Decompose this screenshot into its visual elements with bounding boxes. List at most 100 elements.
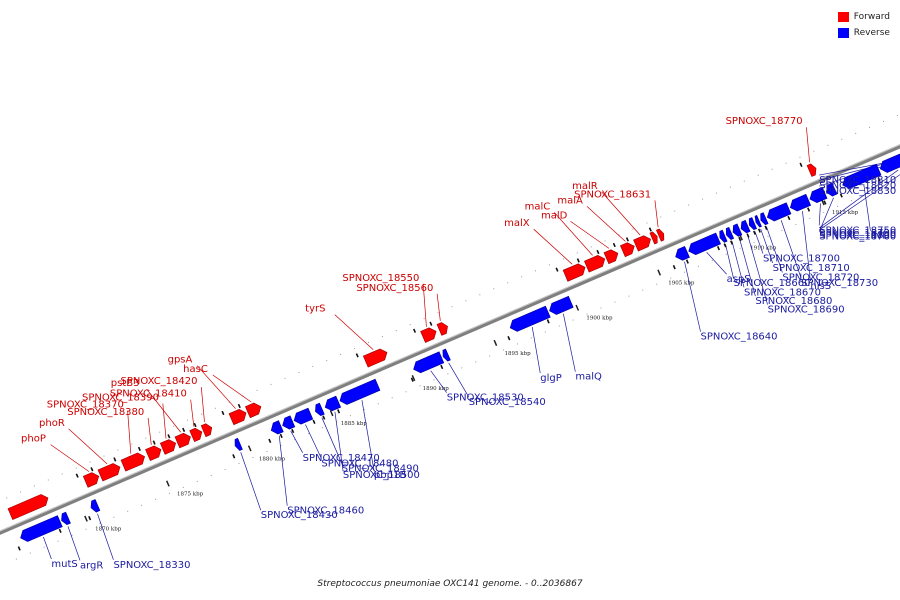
gene-gpsa[interactable] <box>228 408 247 426</box>
gene-spnoxc-18390[interactable] <box>159 439 177 455</box>
track-dot <box>715 192 717 194</box>
gene-spnoxc-18631[interactable] <box>656 228 665 242</box>
gene-marker <box>440 364 444 370</box>
reverse-leader <box>43 536 52 560</box>
scale-tick-label: 1900 kbp <box>586 316 613 322</box>
gene-spnoxc-18410[interactable] <box>189 427 203 442</box>
gene-spnoxc-18380[interactable] <box>145 445 162 461</box>
track-dot <box>187 419 189 421</box>
track-dot <box>503 349 505 351</box>
gene-mald[interactable] <box>603 249 619 265</box>
track-dot <box>461 367 463 369</box>
gene-spnoxc-18490[interactable] <box>315 402 325 417</box>
track-dot <box>322 427 324 429</box>
gene-marker <box>546 319 550 324</box>
gene-malx[interactable] <box>562 263 586 282</box>
scale-tick-label: 1915 kbp <box>832 210 859 216</box>
gene-spnoxc-18550[interactable] <box>420 327 437 343</box>
track-dot <box>200 413 202 415</box>
reverse-leader <box>818 169 899 229</box>
forward-gene-label: SPNOXC_18390 <box>82 393 159 404</box>
forward-leader <box>212 374 252 403</box>
gene-spnoxc-18640[interactable] <box>675 246 690 261</box>
gene-spnoxc-18760[interactable] <box>825 182 838 197</box>
track-dot <box>729 186 731 188</box>
track-dot <box>771 168 773 170</box>
gene-marker <box>685 259 689 264</box>
gene-unlabeled[interactable] <box>649 231 658 245</box>
gene-spnoxc-18770[interactable] <box>806 163 817 177</box>
gene-spnoxc-18480[interactable] <box>293 407 314 425</box>
track-dot <box>781 229 783 231</box>
track-dot <box>405 391 407 393</box>
gene-ilvd[interactable] <box>842 163 882 189</box>
gene-spnoxc-18430[interactable] <box>234 437 243 451</box>
track-dot <box>883 120 885 122</box>
track-dot <box>827 144 829 146</box>
gene-mala[interactable] <box>620 242 635 258</box>
gene-spnoxc-18500[interactable] <box>324 395 342 412</box>
gene-spnoxc-18470[interactable] <box>282 415 296 430</box>
reverse-gene-label: hisS <box>810 281 831 292</box>
gene-spnoxc-18710[interactable] <box>754 215 762 228</box>
gene-spnoxc-18790[interactable] <box>879 151 900 173</box>
gene-unlabeled[interactable] <box>7 494 49 520</box>
gene-spnoxc-18540[interactable] <box>442 348 451 362</box>
track-dot <box>757 174 759 176</box>
gene-phop[interactable] <box>82 472 100 488</box>
track-dot <box>739 247 741 249</box>
forward-gene-label: SPNOXC_18550 <box>342 273 419 284</box>
track-dot <box>224 468 226 470</box>
gene-hiss[interactable] <box>789 193 812 212</box>
scale-ticks: 1870 kbp 1875 kbp 1880 kbp 1885 kbp 1890 kbp… <box>84 199 859 533</box>
gene-glgp[interactable] <box>509 305 551 332</box>
gene-muts[interactable] <box>20 515 63 542</box>
gene-phor[interactable] <box>97 463 121 482</box>
reverse-leader <box>321 417 343 464</box>
track-dot <box>451 306 453 308</box>
gene-marker <box>337 409 341 414</box>
gene-spnoxc-18720[interactable] <box>760 212 769 226</box>
gene-malc[interactable] <box>584 254 606 273</box>
gene-marker <box>279 433 283 439</box>
gene-pstb3[interactable] <box>174 432 191 449</box>
gene-argr[interactable] <box>61 511 71 526</box>
gene-malq[interactable] <box>549 295 574 315</box>
track-dot <box>683 271 685 273</box>
gene-pbp1b[interactable] <box>339 378 381 405</box>
gene-spnoxc-18560[interactable] <box>436 322 448 336</box>
track-dot <box>19 491 21 493</box>
gene-spnoxc-18680[interactable] <box>732 223 743 237</box>
legend: Forward Reverse <box>837 9 890 41</box>
gene-spnoxc-18730[interactable] <box>766 202 792 222</box>
track-dot <box>447 373 449 375</box>
gene-tyrs[interactable] <box>362 348 388 368</box>
reverse-leader <box>531 327 541 374</box>
track-dot <box>159 431 161 433</box>
gene-spnoxc-18700[interactable] <box>748 217 757 231</box>
gene-hasc[interactable] <box>245 402 262 419</box>
gene-spnoxc-18460[interactable] <box>270 420 284 435</box>
reverse-leader <box>361 400 375 471</box>
track-dot <box>47 479 49 481</box>
gene-spnoxc-18420[interactable] <box>200 423 213 438</box>
gene-spnoxc-18330[interactable] <box>90 499 101 513</box>
reverse-leader <box>819 174 900 231</box>
track-dot <box>75 467 77 469</box>
gene-spnoxc-18530[interactable] <box>413 351 445 374</box>
gene-spnoxc-18660[interactable] <box>719 229 728 243</box>
scale-tick-label: 1905 kbp <box>668 281 695 287</box>
reverse-leader <box>706 251 727 275</box>
legend-forward: Forward <box>837 9 890 24</box>
gene-spnoxc-18670[interactable] <box>725 227 735 240</box>
gene-spnoxc-18690[interactable] <box>740 219 751 234</box>
gene-spnoxc-18370[interactable] <box>120 452 145 472</box>
track-dot <box>33 485 35 487</box>
track-dot <box>99 522 101 524</box>
gene-spnoxc-18750[interactable] <box>809 186 828 204</box>
gene-malr[interactable] <box>633 235 651 252</box>
forward-gene-label: tyrS <box>305 304 325 315</box>
gene-marker <box>268 438 272 444</box>
gene-asps[interactable] <box>688 232 721 256</box>
reverse-leader <box>780 220 802 279</box>
